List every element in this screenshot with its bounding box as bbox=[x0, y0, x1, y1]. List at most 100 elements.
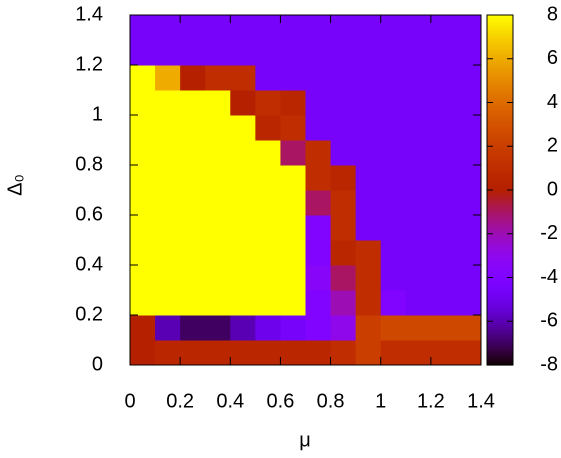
colorbar-strip bbox=[487, 229, 513, 232]
colorbar-strip bbox=[487, 21, 513, 24]
heat-cell bbox=[155, 15, 181, 41]
colorbar-strip bbox=[487, 231, 513, 234]
heat-cell bbox=[230, 65, 256, 91]
heat-cell bbox=[130, 65, 156, 91]
heat-cell bbox=[180, 240, 206, 266]
heat-cell bbox=[405, 15, 432, 41]
heat-cell bbox=[380, 40, 407, 66]
colorbar-strip bbox=[487, 335, 513, 338]
colorbar-strip bbox=[487, 81, 513, 84]
colorbar-strip bbox=[487, 241, 513, 244]
heat-cell bbox=[330, 290, 357, 316]
heat-cell bbox=[380, 115, 407, 141]
heat-cell bbox=[230, 140, 256, 166]
heatmap bbox=[130, 15, 482, 366]
heat-cell bbox=[180, 290, 206, 316]
heat-cell bbox=[330, 90, 357, 116]
colorbar-strip bbox=[487, 191, 513, 194]
x-tick-label: 1.2 bbox=[417, 390, 445, 412]
colorbar-strip bbox=[487, 47, 513, 50]
x-tick-label: 0 bbox=[124, 390, 135, 412]
heat-cell bbox=[230, 340, 256, 366]
colorbar-strip bbox=[487, 261, 513, 264]
colorbar-strip bbox=[487, 253, 513, 256]
heat-cell bbox=[255, 240, 281, 266]
colorbar-strip bbox=[487, 187, 513, 190]
heat-cell bbox=[455, 265, 482, 291]
heat-cell bbox=[130, 215, 156, 241]
heat-cell bbox=[330, 265, 357, 291]
colorbar-strip bbox=[487, 297, 513, 300]
colorbar-strip bbox=[487, 67, 513, 70]
colorbar-strip bbox=[487, 329, 513, 332]
heat-cell bbox=[180, 215, 206, 241]
colorbar-strip bbox=[487, 57, 513, 60]
heat-cell bbox=[180, 265, 206, 291]
colorbar-tick-label: 6 bbox=[547, 47, 558, 69]
heat-cell bbox=[205, 165, 231, 191]
heat-cell bbox=[280, 165, 306, 191]
colorbar-strip bbox=[487, 53, 513, 56]
colorbar-strip bbox=[487, 59, 513, 62]
colorbar-strip bbox=[487, 277, 513, 280]
y-axis-label: Δ₀ bbox=[4, 174, 26, 196]
heat-cell bbox=[380, 215, 407, 241]
colorbar-strip bbox=[487, 43, 513, 46]
colorbar-strip bbox=[487, 145, 513, 148]
colorbar-strip bbox=[487, 19, 513, 22]
colorbar-strip bbox=[487, 337, 513, 340]
heat-cell bbox=[455, 15, 482, 41]
heat-cell bbox=[280, 290, 306, 316]
colorbar-strip bbox=[487, 115, 513, 118]
heat-cell bbox=[180, 165, 206, 191]
heat-cell bbox=[130, 315, 156, 341]
heat-cell bbox=[330, 340, 357, 366]
heat-cell bbox=[405, 215, 432, 241]
colorbar-strip bbox=[487, 161, 513, 164]
colorbar-strip bbox=[487, 345, 513, 348]
colorbar-strip bbox=[487, 323, 513, 326]
heat-cell bbox=[455, 215, 482, 241]
colorbar-strip bbox=[487, 223, 513, 226]
colorbar-strip bbox=[487, 307, 513, 310]
heat-cell bbox=[355, 190, 382, 216]
colorbar-tick-label: -6 bbox=[540, 310, 558, 332]
colorbar-strip bbox=[487, 149, 513, 152]
heat-cell bbox=[280, 240, 306, 266]
x-tick-label: 0.6 bbox=[267, 390, 295, 412]
colorbar-strip bbox=[487, 189, 513, 192]
heat-cell bbox=[205, 40, 231, 66]
heat-cell bbox=[155, 190, 181, 216]
heat-cell bbox=[255, 40, 281, 66]
colorbar-tick-label: 2 bbox=[547, 135, 558, 157]
heat-cell bbox=[380, 190, 407, 216]
heat-cell bbox=[230, 315, 256, 341]
heat-cell bbox=[405, 65, 432, 91]
heat-cell bbox=[305, 340, 332, 366]
colorbar-strip bbox=[487, 237, 513, 240]
heat-cell bbox=[380, 240, 407, 266]
colorbar-strip bbox=[487, 41, 513, 44]
colorbar-strip bbox=[487, 33, 513, 36]
colorbar-strip bbox=[487, 131, 513, 134]
colorbar-strip bbox=[487, 219, 513, 222]
heat-cell bbox=[205, 65, 231, 91]
heat-cell bbox=[430, 115, 457, 141]
colorbar-strip bbox=[487, 165, 513, 168]
heat-cell bbox=[205, 15, 231, 41]
heat-cell bbox=[205, 140, 231, 166]
heat-cell bbox=[280, 40, 306, 66]
y-tick-label: 0.6 bbox=[75, 203, 103, 225]
colorbar-strip bbox=[487, 259, 513, 262]
colorbar-strip bbox=[487, 239, 513, 242]
heat-cell bbox=[330, 15, 357, 41]
heat-cell bbox=[380, 315, 407, 341]
heat-cell bbox=[180, 315, 206, 341]
heat-cell bbox=[405, 165, 432, 191]
heat-cell bbox=[430, 40, 457, 66]
colorbar-strip bbox=[487, 301, 513, 304]
heat-cell bbox=[355, 90, 382, 116]
heat-cell bbox=[180, 65, 206, 91]
heat-cell bbox=[255, 265, 281, 291]
colorbar-strip bbox=[487, 135, 513, 138]
